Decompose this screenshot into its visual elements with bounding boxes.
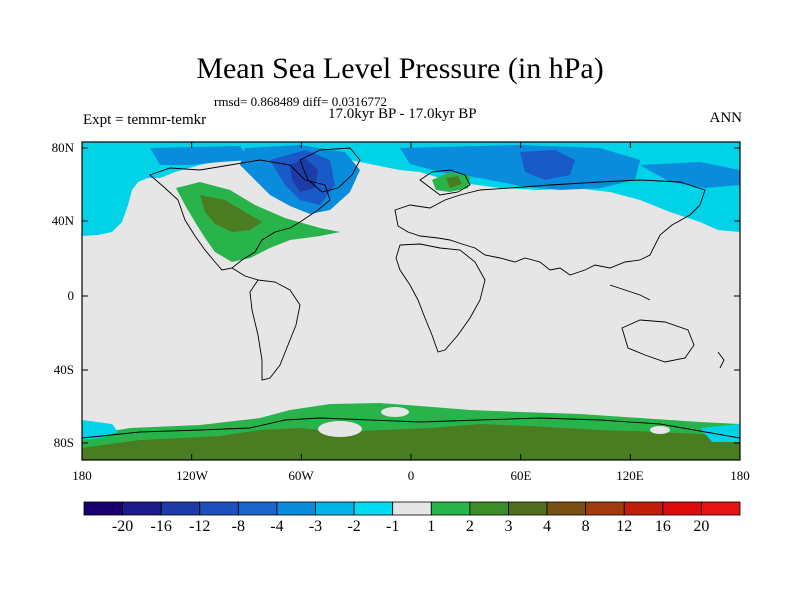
colorbar-swatch: [623, 501, 664, 516]
colorbar-swatch: [469, 501, 509, 516]
colorbar-swatch: [662, 501, 702, 516]
canada-anomaly-navy: [290, 158, 318, 192]
experiment-label: Expt = temmr-temkr: [83, 112, 207, 128]
y-tick-40S: 40S: [53, 362, 74, 377]
colorbar-swatch: [585, 501, 625, 516]
antarctic-positive-anomaly-dark: [82, 424, 740, 460]
x-tick-120e: 120E: [616, 468, 644, 483]
colorbar-label: 20: [693, 518, 710, 535]
pacific-anomaly-mid: [640, 162, 740, 188]
colorbar-label: 4: [543, 518, 552, 535]
arctic-strip-mid: [150, 146, 250, 165]
colorbar-swatch: [160, 501, 201, 516]
colorbar-swatch: [315, 501, 355, 516]
antarctic-gap-3: [650, 426, 670, 434]
north-america-positive-anomaly-dark: [200, 195, 262, 232]
colorbar-label: -2: [347, 518, 361, 535]
scandinavia-positive-anomaly-dark: [446, 176, 462, 188]
colorbar-label: -4: [270, 518, 284, 535]
colorbar-swatch: [276, 501, 316, 516]
x-tick-120w: 120W: [176, 468, 208, 483]
x-tick-180e: 180: [730, 468, 750, 483]
coastlines: [82, 147, 740, 439]
y-tick-40N: 40N: [51, 213, 74, 228]
y-tick-80S: 80S: [53, 435, 74, 450]
siberia-anomaly-mid: [400, 145, 640, 190]
colorbar-label: 1: [427, 518, 436, 535]
colorbar-swatch: [430, 501, 471, 516]
asia-anomaly-deep: [520, 150, 575, 180]
axis-ticks: [81, 142, 741, 460]
colorbar-label: 2: [465, 518, 474, 535]
antarctic-gap-2: [381, 407, 409, 417]
colorbar-swatch: [508, 501, 548, 516]
stats-line: rmsd= 0.868489 diff= 0.0316772: [214, 94, 387, 109]
season-label: ANN: [709, 110, 743, 126]
colorbar-swatch: [122, 501, 162, 516]
colorbar-swatch: [353, 501, 394, 516]
southern-ocean-negative-anomaly: [700, 424, 740, 442]
comparison-label: 17.0kyr BP - 17.0kyr BP: [328, 106, 477, 122]
colorbar-label: 3: [504, 518, 513, 535]
colorbar-label: 12: [616, 518, 633, 535]
colorbar-swatch: [83, 501, 123, 516]
antarctic-gap-1: [318, 421, 362, 437]
y-tick-0: 0: [67, 288, 75, 303]
colorbar: [83, 501, 741, 516]
colorbar-swatch: [237, 501, 278, 516]
x-tick-60w: 60W: [288, 468, 314, 483]
colorbar-label: -20: [111, 518, 134, 535]
x-tick-60e: 60E: [510, 468, 532, 483]
colorbar-label: -16: [150, 518, 172, 535]
colorbar-label: 16: [654, 518, 671, 535]
colorbar-swatch: [546, 501, 587, 516]
colorbar-label: 8: [581, 518, 590, 535]
map-title: Mean Sea Level Pressure (in hPa): [196, 52, 604, 85]
colorbar-swatch: [199, 501, 239, 516]
x-tick-0: 0: [407, 468, 415, 483]
colorbar-label: -1: [386, 518, 400, 535]
colorbar-label: -8: [231, 518, 245, 535]
colorbar-label: -3: [308, 518, 323, 535]
colorbar-label: -12: [189, 518, 211, 535]
y-tick-80N: 80N: [51, 140, 74, 155]
colorbar-swatch: [701, 501, 741, 516]
colorbar-swatch: [392, 501, 432, 516]
x-tick-180w: 180: [72, 468, 92, 483]
